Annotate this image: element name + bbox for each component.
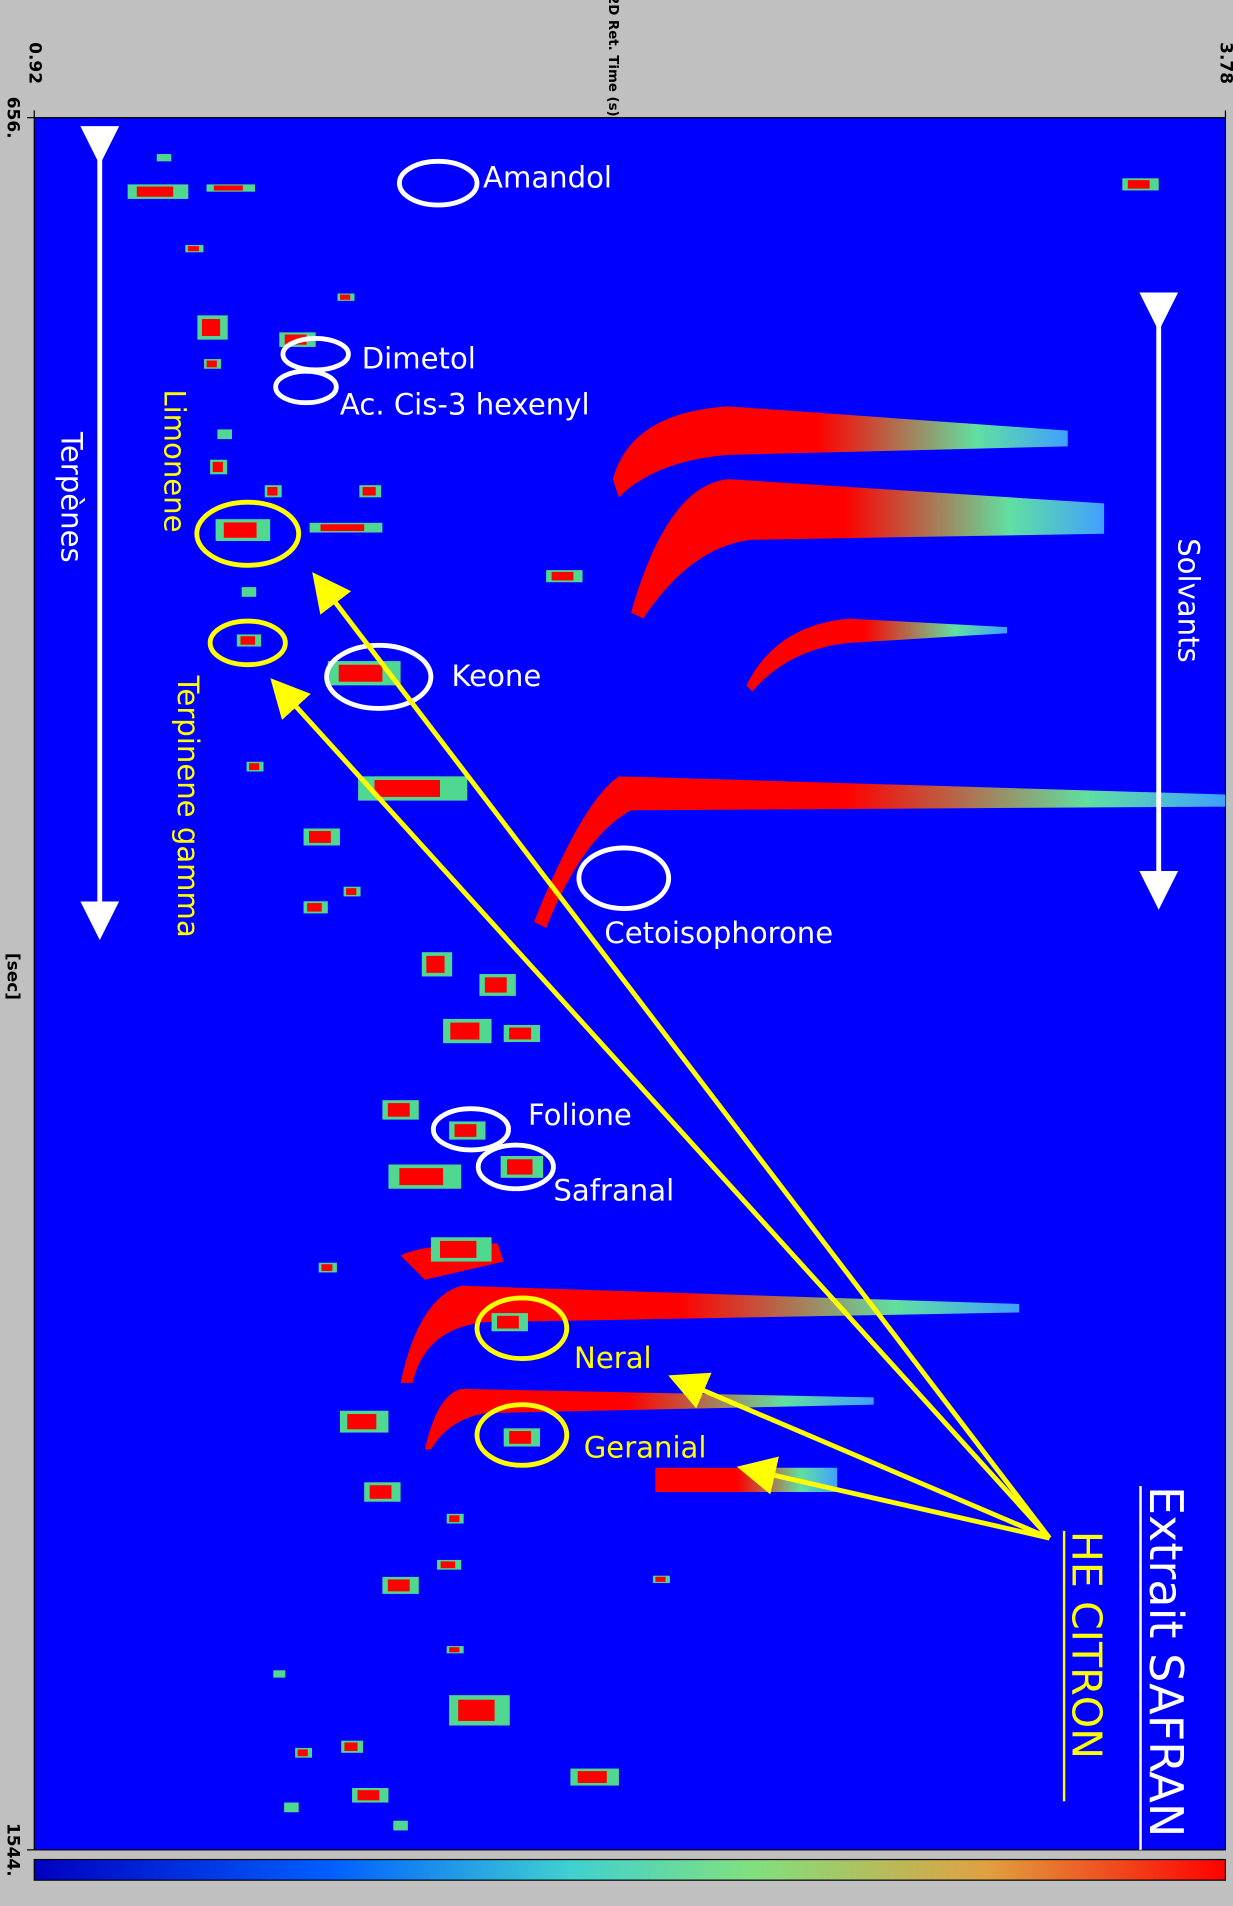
peak xyxy=(217,429,232,440)
peak-core xyxy=(1127,180,1150,189)
peak-core xyxy=(369,1485,392,1499)
peak-core xyxy=(188,246,199,252)
peak-core xyxy=(374,779,441,797)
peak-core xyxy=(426,955,445,973)
peak-core xyxy=(201,319,221,337)
peak-core xyxy=(399,1168,444,1186)
peak-core xyxy=(577,1771,607,1784)
circle xyxy=(576,845,672,911)
legend-entry: Extrait SAFRAN xyxy=(1139,1486,1193,1837)
annotation: Cetoisophorone xyxy=(604,916,833,950)
peak xyxy=(273,1670,286,1678)
peak-core xyxy=(267,487,278,496)
colorbar xyxy=(33,1858,1227,1881)
peak-core xyxy=(551,571,574,581)
peak xyxy=(534,776,1226,928)
peak-core xyxy=(338,664,383,682)
peak-core xyxy=(357,1790,380,1801)
circle xyxy=(273,368,339,406)
peak-core xyxy=(249,763,260,771)
legend-entry: HE CITRON xyxy=(1063,1531,1111,1759)
peak-core xyxy=(213,185,243,191)
annotation: Terpènes xyxy=(54,431,88,563)
annotation: Solvants xyxy=(1172,538,1206,662)
annotation: Limonene xyxy=(158,389,192,532)
peak-core xyxy=(509,1431,531,1444)
peak-core xyxy=(206,360,217,368)
peak-core xyxy=(346,888,357,895)
arrow xyxy=(270,678,1052,1540)
peak xyxy=(612,406,1068,498)
x-tick-label: 656. xyxy=(2,97,22,139)
annotation: Neral xyxy=(574,1341,652,1375)
peak xyxy=(746,618,1008,692)
circle xyxy=(430,1106,511,1153)
peak xyxy=(241,587,257,597)
circle xyxy=(324,642,434,711)
annotation: Dimetol xyxy=(362,341,476,375)
annotation: Ac. Cis-3 hexenyl xyxy=(340,387,590,421)
y-axis-label: 2D Ret. Time (s) xyxy=(605,0,620,117)
peak-core xyxy=(449,1515,460,1523)
x-tick-label: 1544. xyxy=(2,1823,22,1877)
peak-core xyxy=(136,186,174,197)
peak-core xyxy=(223,522,257,538)
arrow xyxy=(668,1372,1051,1541)
peak-core xyxy=(454,1124,477,1137)
annotation: Terpinene gamma xyxy=(171,675,205,938)
peak-core xyxy=(362,487,376,496)
peak-core xyxy=(655,1576,666,1582)
peak-core xyxy=(450,1022,480,1040)
peak-core xyxy=(340,294,351,300)
peak-core xyxy=(440,1240,477,1258)
peak xyxy=(631,479,1105,619)
circle xyxy=(474,1295,570,1361)
annotation: Geranial xyxy=(584,1431,707,1465)
peak-core xyxy=(497,1315,519,1329)
y-tick-label: 3.78 xyxy=(1215,42,1233,84)
annotation: Safranal xyxy=(553,1173,674,1207)
peak-core xyxy=(344,1742,358,1751)
annotation: Amandol xyxy=(483,161,612,195)
peak-core xyxy=(321,1264,333,1271)
arrow xyxy=(312,572,1052,1540)
circle xyxy=(207,618,288,668)
arrow xyxy=(736,1456,1051,1541)
peak-core xyxy=(458,1699,495,1721)
circle xyxy=(475,1142,556,1192)
peak-core xyxy=(387,1579,410,1592)
peak-core xyxy=(507,1159,533,1175)
peak-core xyxy=(440,1561,456,1569)
peak-core xyxy=(347,1414,377,1430)
peak-core xyxy=(320,524,365,532)
annotation: Folione xyxy=(528,1098,632,1132)
y-tick-label: 0.92 xyxy=(24,42,44,84)
peak xyxy=(393,1820,408,1831)
circle xyxy=(474,1402,570,1468)
peak-core xyxy=(484,977,507,993)
circle xyxy=(194,499,302,568)
peak xyxy=(156,154,172,162)
plot-area xyxy=(33,117,1227,1851)
peak-core xyxy=(297,1749,308,1757)
peak-core xyxy=(387,1103,410,1117)
circle xyxy=(396,158,480,208)
peak xyxy=(284,1802,299,1813)
peak-core xyxy=(240,636,256,645)
peak-core xyxy=(309,831,331,843)
peak-core xyxy=(307,903,322,912)
annotation: Keone xyxy=(452,659,542,693)
peak-core xyxy=(509,1027,531,1040)
peak-core xyxy=(449,1647,460,1653)
x-axis-label: [sec] xyxy=(2,953,22,1000)
peak-core xyxy=(212,461,223,473)
